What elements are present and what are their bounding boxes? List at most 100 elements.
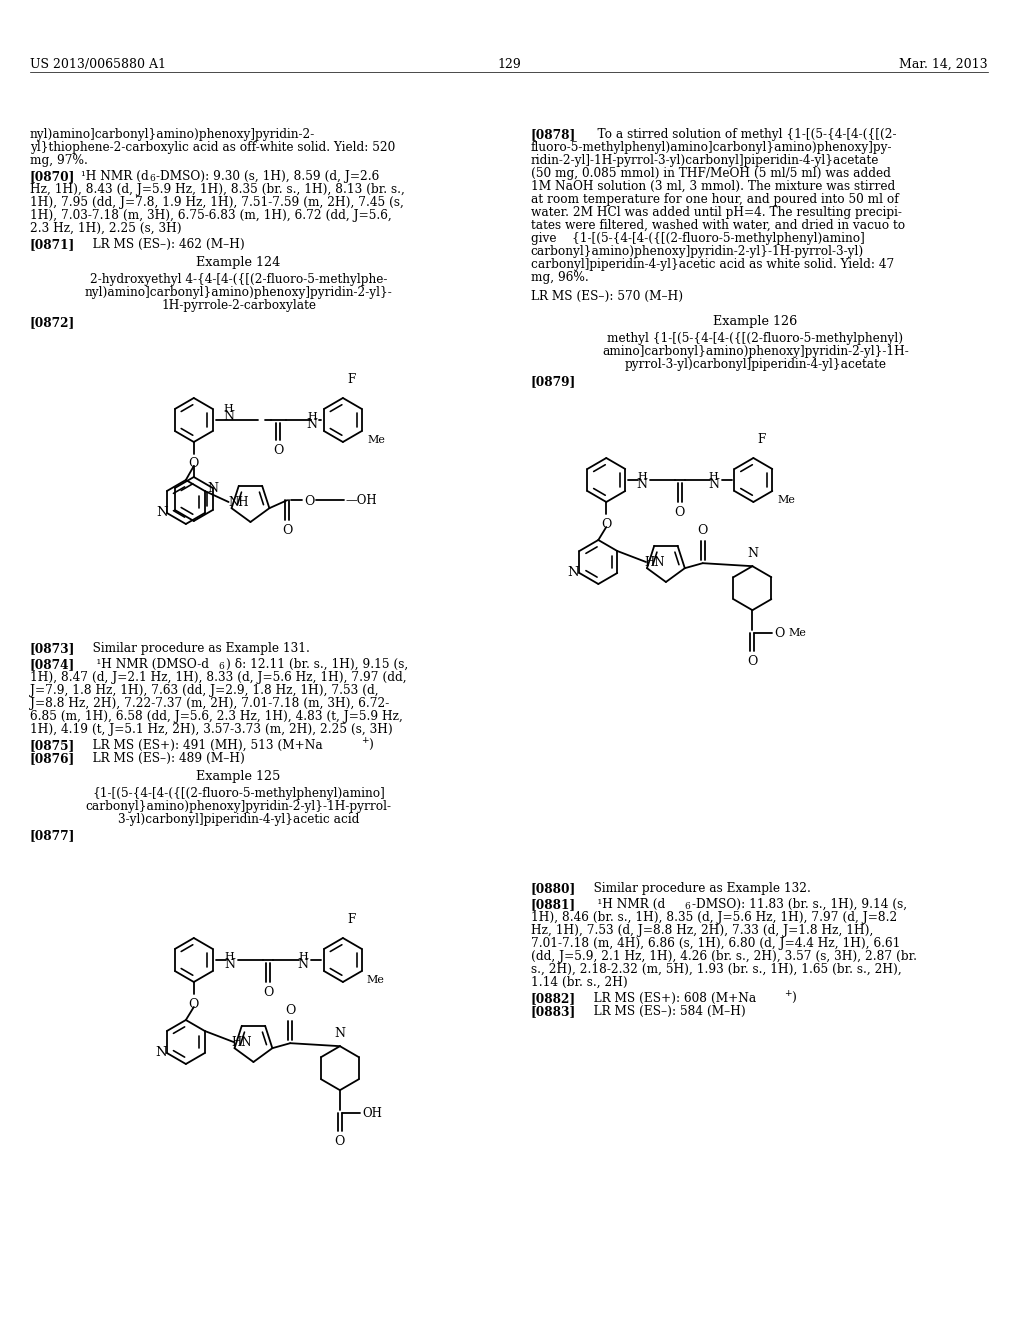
Text: Me: Me [788, 628, 806, 638]
Text: 1H-pyrrole-2-carboxylate: 1H-pyrrole-2-carboxylate [161, 300, 316, 312]
Text: LR MS (ES+): 608 (M+Na: LR MS (ES+): 608 (M+Na [583, 993, 757, 1005]
Text: F: F [347, 374, 355, 385]
Text: ridin-2-yl]-1H-pyrrol-3-yl)carbonyl]piperidin-4-yl}acetate: ridin-2-yl]-1H-pyrrol-3-yl)carbonyl]pipe… [530, 154, 880, 168]
Text: F: F [347, 913, 355, 927]
Text: 1H), 8.47 (d, J=2.1 Hz, 1H), 8.33 (d, J=5.6 Hz, 1H), 7.97 (dd,: 1H), 8.47 (d, J=2.1 Hz, 1H), 8.33 (d, J=… [30, 671, 407, 684]
Text: carbonyl]piperidin-4-yl}acetic acid as white solid. Yield: 47: carbonyl]piperidin-4-yl}acetic acid as w… [530, 257, 894, 271]
Text: methyl {1-[(5-{4-[4-({[(2-fluoro-5-methylphenyl): methyl {1-[(5-{4-[4-({[(2-fluoro-5-methy… [607, 333, 903, 345]
Text: (dd, J=5.9, 2.1 Hz, 1H), 4.26 (br. s., 2H), 3.57 (s, 3H), 2.87 (br.: (dd, J=5.9, 2.1 Hz, 1H), 4.26 (br. s., 2… [530, 950, 916, 964]
Text: To a stirred solution of methyl {1-[(5-{4-[4-({[(2-: To a stirred solution of methyl {1-[(5-{… [583, 128, 897, 141]
Text: [0881]: [0881] [530, 898, 575, 911]
Text: J=8.8 Hz, 2H), 7.22-7.37 (m, 2H), 7.01-7.18 (m, 3H), 6.72-: J=8.8 Hz, 2H), 7.22-7.37 (m, 2H), 7.01-7… [30, 697, 389, 710]
Text: O: O [188, 457, 199, 470]
Text: at room temperature for one hour, and poured into 50 ml of: at room temperature for one hour, and po… [530, 193, 898, 206]
Text: mg, 97%.: mg, 97%. [30, 154, 88, 168]
Text: +: + [360, 737, 369, 744]
Text: fluoro-5-methylphenyl)amino]carbonyl}amino)phenoxy]py-: fluoro-5-methylphenyl)amino]carbonyl}ami… [530, 141, 892, 154]
Text: 1M NaOH solution (3 ml, 3 mmol). The mixture was stirred: 1M NaOH solution (3 ml, 3 mmol). The mix… [530, 180, 895, 193]
Text: [0883]: [0883] [530, 1005, 575, 1018]
Text: ¹H NMR (DMSO-d: ¹H NMR (DMSO-d [82, 657, 210, 671]
Text: water. 2M HCl was added until pH=4. The resulting precipi-: water. 2M HCl was added until pH=4. The … [530, 206, 901, 219]
Text: O: O [282, 524, 293, 537]
Text: 2.3 Hz, 1H), 2.25 (s, 3H): 2.3 Hz, 1H), 2.25 (s, 3H) [30, 222, 181, 235]
Text: O: O [335, 1135, 345, 1148]
Text: Example 124: Example 124 [197, 256, 281, 269]
Text: O: O [273, 444, 284, 457]
Text: amino]carbonyl}amino)phenoxy]pyridin-2-yl}-1H-: amino]carbonyl}amino)phenoxy]pyridin-2-y… [602, 345, 908, 358]
Text: N: N [224, 958, 236, 972]
Text: N: N [567, 566, 580, 579]
Text: Example 126: Example 126 [714, 315, 798, 327]
Text: yl}thiophene-2-carboxylic acid as off-white solid. Yield: 520: yl}thiophene-2-carboxylic acid as off-wh… [30, 141, 395, 154]
Text: 1H), 4.19 (t, J=5.1 Hz, 2H), 3.57-3.73 (m, 2H), 2.25 (s, 3H): 1H), 4.19 (t, J=5.1 Hz, 2H), 3.57-3.73 (… [30, 723, 392, 737]
Text: N: N [207, 482, 218, 495]
Text: ): ) [792, 993, 796, 1005]
Text: [0875]: [0875] [30, 739, 75, 752]
Text: HN: HN [231, 1036, 252, 1049]
Text: ¹H NMR (d: ¹H NMR (d [82, 170, 150, 183]
Text: Hz, 1H), 8.43 (d, J=5.9 Hz, 1H), 8.35 (br. s., 1H), 8.13 (br. s.,: Hz, 1H), 8.43 (d, J=5.9 Hz, 1H), 8.35 (b… [30, 183, 404, 195]
Text: LR MS (ES–): 584 (M–H): LR MS (ES–): 584 (M–H) [583, 1005, 746, 1018]
Text: Me: Me [777, 495, 795, 506]
Text: H: H [637, 473, 647, 482]
Text: Me: Me [367, 975, 385, 985]
Text: J=7.9, 1.8 Hz, 1H), 7.63 (dd, J=2.9, 1.8 Hz, 1H), 7.53 (d,: J=7.9, 1.8 Hz, 1H), 7.63 (dd, J=2.9, 1.8… [30, 684, 379, 697]
Text: [0873]: [0873] [30, 642, 75, 655]
Text: [0871]: [0871] [30, 238, 75, 251]
Text: NH: NH [228, 496, 249, 508]
Text: carbonyl}amino)phenoxy]pyridin-2-yl}-1H-pyrrol-3-yl): carbonyl}amino)phenoxy]pyridin-2-yl}-1H-… [530, 246, 864, 257]
Text: give    {1-[(5-{4-[4-({[(2-fluoro-5-methylphenyl)amino]: give {1-[(5-{4-[4-({[(2-fluoro-5-methylp… [530, 232, 864, 246]
Text: O: O [774, 627, 784, 640]
Text: nyl)amino]carbonyl}amino)phenoxy]pyridin-2-: nyl)amino]carbonyl}amino)phenoxy]pyridin… [30, 128, 315, 141]
Text: ): ) [368, 739, 373, 752]
Text: ) δ: 12.11 (br. s., 1H), 9.15 (s,: ) δ: 12.11 (br. s., 1H), 9.15 (s, [225, 657, 408, 671]
Text: carbonyl}amino)phenoxy]pyridin-2-yl}-1H-pyrrol-: carbonyl}amino)phenoxy]pyridin-2-yl}-1H-… [86, 800, 391, 813]
Text: Me: Me [368, 436, 386, 445]
Text: H: H [298, 952, 308, 962]
Text: H: H [224, 952, 234, 962]
Text: O: O [748, 655, 758, 668]
Text: {1-[(5-{4-[4-({[(2-fluoro-5-methylphenyl)amino]: {1-[(5-{4-[4-({[(2-fluoro-5-methylphenyl… [92, 787, 385, 800]
Text: O: O [675, 506, 685, 519]
Text: 1.14 (br. s., 2H): 1.14 (br. s., 2H) [530, 975, 628, 989]
Text: N: N [746, 548, 758, 560]
Text: 129: 129 [497, 58, 521, 71]
Text: 1H), 7.03-7.18 (m, 3H), 6.75-6.83 (m, 1H), 6.72 (dd, J=5.6,: 1H), 7.03-7.18 (m, 3H), 6.75-6.83 (m, 1H… [30, 209, 391, 222]
Text: N: N [306, 418, 317, 432]
Text: 1H), 8.46 (br. s., 1H), 8.35 (d, J=5.6 Hz, 1H), 7.97 (d, J=8.2: 1H), 8.46 (br. s., 1H), 8.35 (d, J=5.6 H… [530, 911, 897, 924]
Text: 3-yl)carbonyl]piperidin-4-yl}acetic acid: 3-yl)carbonyl]piperidin-4-yl}acetic acid [118, 813, 359, 826]
Text: [0870]: [0870] [30, 170, 75, 183]
Text: O: O [188, 998, 199, 1011]
Text: (50 mg, 0.085 mmol) in THF/MeOH (5 ml/5 ml) was added: (50 mg, 0.085 mmol) in THF/MeOH (5 ml/5 … [530, 168, 891, 180]
Text: [0882]: [0882] [530, 993, 575, 1005]
Text: [0872]: [0872] [30, 315, 75, 329]
Text: HN: HN [644, 556, 665, 569]
Text: Mar. 14, 2013: Mar. 14, 2013 [899, 58, 988, 71]
Text: LR MS (ES+): 491 (MH), 513 (M+Na: LR MS (ES+): 491 (MH), 513 (M+Na [82, 739, 324, 752]
Text: 6: 6 [150, 174, 155, 183]
Text: O: O [697, 524, 708, 537]
Text: LR MS (ES–): 462 (M–H): LR MS (ES–): 462 (M–H) [82, 238, 246, 251]
Text: [0878]: [0878] [530, 128, 575, 141]
Text: -DMSO): 9.30 (s, 1H), 8.59 (d, J=2.6: -DMSO): 9.30 (s, 1H), 8.59 (d, J=2.6 [156, 170, 379, 183]
Text: 1H), 7.95 (dd, J=7.8, 1.9 Hz, 1H), 7.51-7.59 (m, 2H), 7.45 (s,: 1H), 7.95 (dd, J=7.8, 1.9 Hz, 1H), 7.51-… [30, 195, 403, 209]
Text: N: N [709, 478, 719, 491]
Text: N: N [223, 411, 234, 422]
Text: H: H [307, 412, 317, 422]
Text: [0879]: [0879] [530, 375, 575, 388]
Text: Example 125: Example 125 [197, 770, 281, 783]
Text: [0877]: [0877] [30, 829, 75, 842]
Text: Hz, 1H), 7.53 (d, J=8.8 Hz, 2H), 7.33 (d, J=1.8 Hz, 1H),: Hz, 1H), 7.53 (d, J=8.8 Hz, 2H), 7.33 (d… [530, 924, 873, 937]
Text: N: N [298, 958, 308, 972]
Text: [0876]: [0876] [30, 752, 75, 766]
Text: O: O [285, 1005, 296, 1018]
Text: 7.01-7.18 (m, 4H), 6.86 (s, 1H), 6.80 (d, J=4.4 Hz, 1H), 6.61: 7.01-7.18 (m, 4H), 6.86 (s, 1H), 6.80 (d… [530, 937, 900, 950]
Text: LR MS (ES–): 489 (M–H): LR MS (ES–): 489 (M–H) [82, 752, 246, 766]
Text: N: N [335, 1027, 345, 1040]
Text: O: O [304, 495, 314, 508]
Text: -DMSO): 11.83 (br. s., 1H), 9.14 (s,: -DMSO): 11.83 (br. s., 1H), 9.14 (s, [692, 898, 907, 911]
Text: +: + [784, 989, 792, 998]
Text: 6: 6 [219, 663, 224, 671]
Text: nyl)amino]carbonyl}amino)phenoxy]pyridin-2-yl}-: nyl)amino]carbonyl}amino)phenoxy]pyridin… [85, 286, 392, 300]
Text: H: H [709, 473, 719, 482]
